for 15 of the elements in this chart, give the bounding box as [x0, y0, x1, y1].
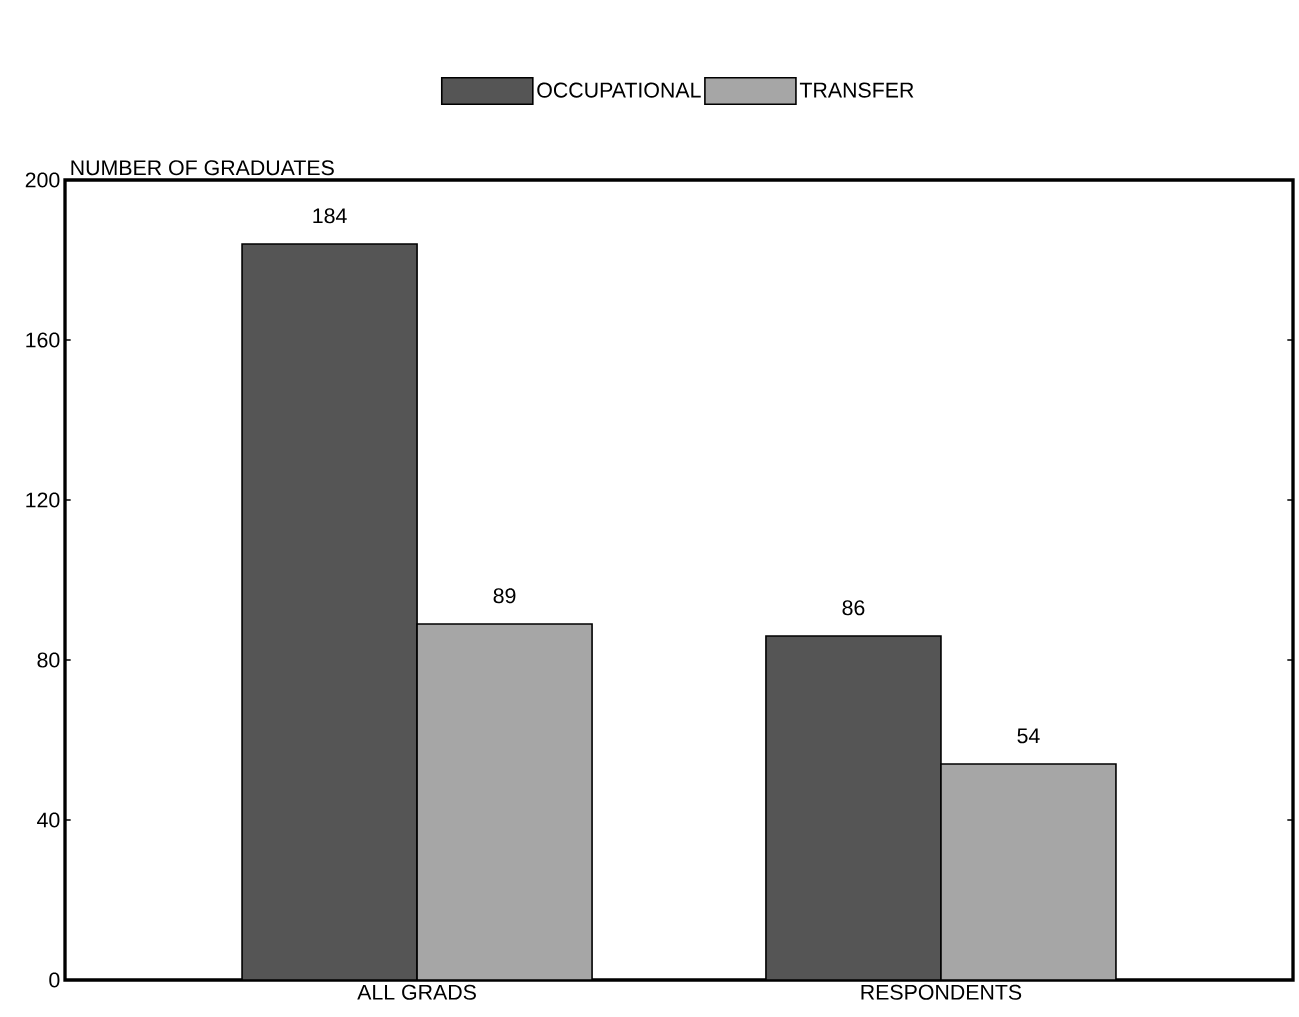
data-label: 54 — [1017, 728, 1040, 744]
y-tick-label: 200 — [25, 172, 60, 188]
x-tick-label: ALL GRADS — [357, 984, 476, 1000]
data-label: 184 — [313, 208, 347, 224]
legend-label: TRANSFER — [799, 82, 914, 98]
y-tick-label: 120 — [26, 492, 60, 508]
y-tick-label: 40 — [37, 812, 60, 828]
data-label: 89 — [493, 588, 516, 604]
x-tick-label: RESPONDENTS — [861, 984, 1022, 1000]
data-label: 86 — [842, 600, 865, 616]
y-tick-label: 80 — [37, 652, 60, 668]
y-tick-label: 0 — [49, 972, 60, 988]
y-axis-title: NUMBER OF GRADUATES — [71, 160, 334, 176]
y-tick-label: 160 — [26, 332, 60, 348]
legend-label: OCCUPATIONAL — [537, 82, 701, 98]
